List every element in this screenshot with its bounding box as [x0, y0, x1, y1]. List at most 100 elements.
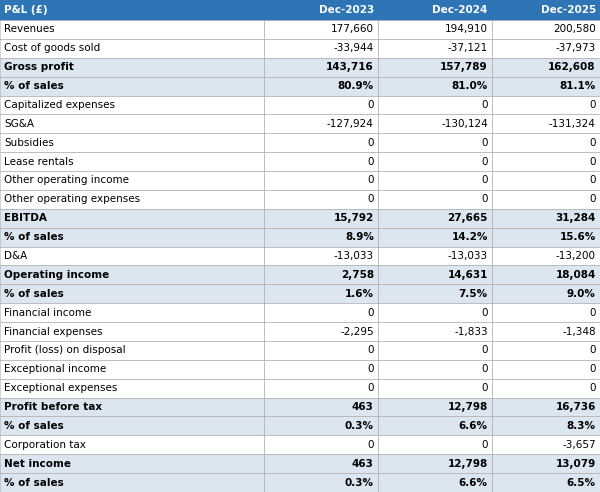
Text: 0: 0 [481, 440, 488, 450]
Bar [264, 77, 378, 95]
Bar [0, 152, 264, 171]
Text: 6.6%: 6.6% [459, 421, 488, 431]
Text: % of sales: % of sales [4, 289, 64, 299]
Bar [264, 58, 378, 77]
Bar [0, 341, 264, 360]
Bar [492, 20, 600, 39]
Bar [378, 246, 492, 266]
Bar [492, 417, 600, 435]
Text: -131,324: -131,324 [549, 119, 596, 129]
Bar [264, 20, 378, 39]
Text: Net income: Net income [4, 459, 71, 469]
Text: 0: 0 [367, 194, 374, 204]
Text: 8.9%: 8.9% [345, 232, 374, 242]
Text: Cost of goods sold: Cost of goods sold [4, 43, 100, 53]
Bar [0, 435, 264, 454]
Text: 0.3%: 0.3% [345, 421, 374, 431]
Bar [0, 190, 264, 209]
Bar [492, 246, 600, 266]
Bar [0, 58, 264, 77]
Text: 143,716: 143,716 [326, 62, 374, 72]
Bar [0, 417, 264, 435]
Text: 0: 0 [481, 138, 488, 148]
Bar [492, 435, 600, 454]
Text: -33,944: -33,944 [334, 43, 374, 53]
Bar [378, 190, 492, 209]
Text: SG&A: SG&A [4, 119, 34, 129]
Bar [264, 171, 378, 190]
Bar [378, 20, 492, 39]
Text: 6.5%: 6.5% [567, 478, 596, 488]
Bar [0, 398, 264, 417]
Text: -3,657: -3,657 [562, 440, 596, 450]
Text: 0: 0 [481, 156, 488, 167]
Bar [378, 133, 492, 152]
Bar [264, 417, 378, 435]
Text: 16,736: 16,736 [556, 402, 596, 412]
Text: 0: 0 [367, 308, 374, 318]
Text: -1,348: -1,348 [562, 327, 596, 337]
Bar [492, 95, 600, 115]
Bar [0, 20, 264, 39]
Bar [0, 454, 264, 473]
Bar [378, 58, 492, 77]
Bar [378, 473, 492, 492]
Bar [492, 379, 600, 398]
Text: 31,284: 31,284 [556, 213, 596, 223]
Bar [492, 209, 600, 228]
Bar [0, 209, 264, 228]
Bar [264, 266, 378, 284]
Bar [492, 58, 600, 77]
Text: 12,798: 12,798 [448, 459, 488, 469]
Text: 13,079: 13,079 [556, 459, 596, 469]
Text: 162,608: 162,608 [548, 62, 596, 72]
Bar [0, 266, 264, 284]
Bar [492, 152, 600, 171]
Bar [378, 266, 492, 284]
Text: 0: 0 [367, 364, 374, 374]
Text: 0: 0 [481, 194, 488, 204]
Bar [378, 209, 492, 228]
Text: 80.9%: 80.9% [338, 81, 374, 91]
Bar [264, 341, 378, 360]
Text: -13,200: -13,200 [556, 251, 596, 261]
Text: 27,665: 27,665 [448, 213, 488, 223]
Text: -1,833: -1,833 [454, 327, 488, 337]
Text: Dec-2025: Dec-2025 [541, 5, 596, 15]
Text: Dec-2023: Dec-2023 [319, 5, 374, 15]
Bar [378, 303, 492, 322]
Text: Revenues: Revenues [4, 25, 55, 34]
Text: 12,798: 12,798 [448, 402, 488, 412]
Text: 18,084: 18,084 [556, 270, 596, 280]
Bar [492, 190, 600, 209]
Text: 1.6%: 1.6% [345, 289, 374, 299]
Bar [264, 95, 378, 115]
Bar [378, 0, 492, 20]
Text: Gross profit: Gross profit [4, 62, 74, 72]
Text: 0: 0 [367, 138, 374, 148]
Text: -37,973: -37,973 [556, 43, 596, 53]
Bar [264, 435, 378, 454]
Text: 0: 0 [481, 345, 488, 355]
Text: -13,033: -13,033 [448, 251, 488, 261]
Bar [492, 322, 600, 341]
Bar [378, 435, 492, 454]
Bar [492, 115, 600, 133]
Text: % of sales: % of sales [4, 81, 64, 91]
Text: Capitalized expenses: Capitalized expenses [4, 100, 115, 110]
Bar [264, 303, 378, 322]
Bar [492, 398, 600, 417]
Bar [378, 284, 492, 303]
Text: 0: 0 [367, 156, 374, 167]
Bar [378, 398, 492, 417]
Text: 0: 0 [481, 176, 488, 185]
Bar [492, 133, 600, 152]
Text: Financial income: Financial income [4, 308, 92, 318]
Bar [378, 322, 492, 341]
Bar [0, 246, 264, 266]
Bar [0, 171, 264, 190]
Bar [378, 341, 492, 360]
Bar [0, 95, 264, 115]
Text: 14.2%: 14.2% [451, 232, 488, 242]
Text: 81.1%: 81.1% [560, 81, 596, 91]
